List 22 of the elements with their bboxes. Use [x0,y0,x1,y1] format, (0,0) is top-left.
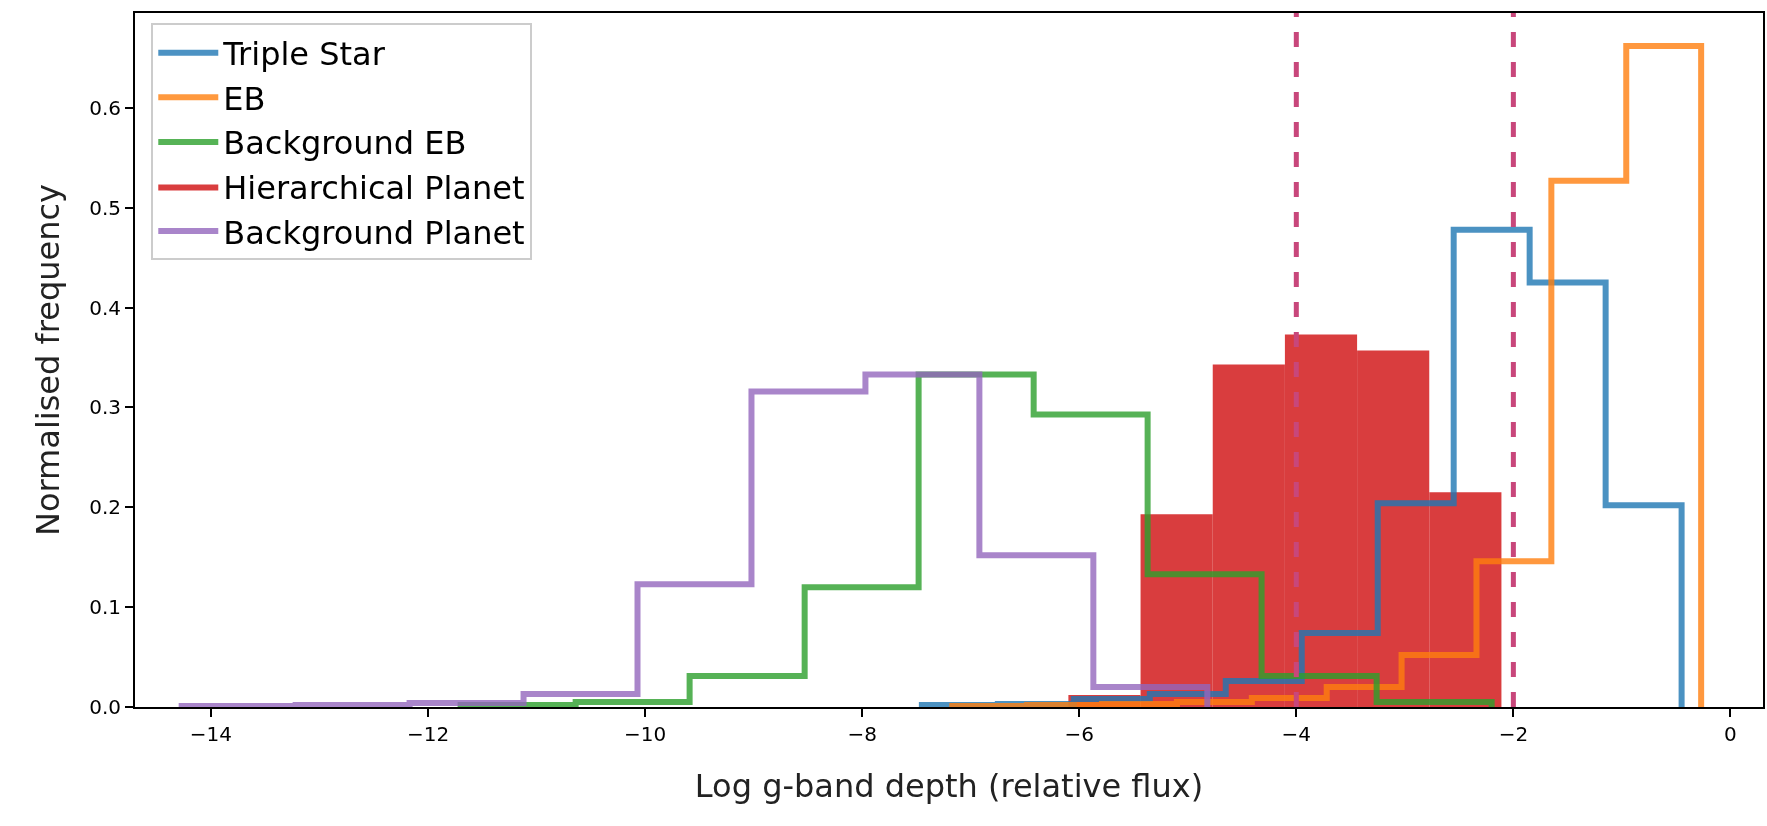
y-tick-label: 0.3 [89,395,121,420]
x-tick-label: −12 [406,722,450,746]
x-tick-label: −10 [624,722,667,746]
y-tick-label: 0.2 [89,495,121,520]
y-tick-label: 0.0 [89,695,121,719]
y-tick-label: 0.5 [89,195,121,220]
x-axis-title: Log g-band depth (relative flux) [694,767,1204,806]
y-tick-label: 0.1 [89,595,121,620]
x-tick-label: −8 [847,722,877,746]
legend-label: EB [223,79,266,118]
y-tick-label: 0.6 [89,95,121,120]
x-tick-label: −2 [1498,722,1529,746]
x-tick-label: −4 [1281,722,1312,746]
y-tick-label: 0.4 [89,295,121,320]
y-axis-title: Normalised frequency [28,183,67,537]
x-tick-label: 0 [1724,722,1737,746]
legend-label: Background EB [223,124,467,163]
legend-label: Background Planet [223,213,525,252]
x-tick-label: −14 [189,722,233,746]
legend-label: Hierarchical Planet [223,168,525,207]
legend-label: Triple Star [222,35,386,74]
x-tick-label: −6 [1064,722,1094,746]
